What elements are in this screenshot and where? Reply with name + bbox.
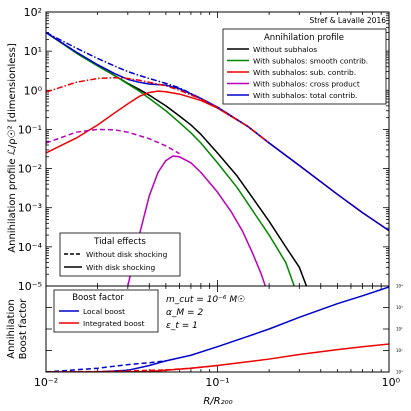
top-y-tick-label: 10¹: [24, 45, 42, 58]
param-epsilon: ε_t = 1: [166, 321, 198, 331]
bottom-y-tick-label: 10²: [396, 327, 403, 332]
boost-legend-local-label: Local boost: [83, 307, 125, 316]
top-y-tick-label: 10⁻⁵: [18, 280, 42, 293]
credit-text: Stref & Lavalle 2016: [309, 16, 386, 25]
top-series-1: [46, 31, 295, 286]
top-panel: 10⁻⁵ 10⁻⁴ 10⁻³ 10⁻² 10⁻¹ 10⁰ 10¹ 10² Stref & La…: [7, 6, 390, 293]
annihilation-legend-label: With subhalos: total contrib.: [253, 91, 357, 100]
top-y-tick-label: 10⁻²: [18, 163, 42, 176]
tidal-legend-title: Tidal effects: [93, 237, 146, 247]
param-alpha: α_M = 2: [166, 308, 203, 318]
annihilation-legend-label: With subhalos: smooth contrib.: [253, 57, 368, 66]
x-tick-label: 10⁰: [382, 376, 401, 389]
x-tick-label: 10⁻¹: [205, 376, 229, 389]
annihilation-legend-label: Without subhalos: [253, 45, 317, 54]
top-y-tick-label: 10²: [24, 6, 42, 19]
annihilation-legend-title: Annihilation profile: [264, 33, 344, 43]
bottom-y-axis-label-line2: Boost factor: [18, 298, 29, 360]
bottom-plot-frame: [45, 285, 390, 373]
top-series-3: [127, 155, 267, 286]
x-axis-label: R/R₂₀₀: [203, 396, 232, 407]
boost-legend: Boost factor Local boost Integrated boos…: [53, 289, 159, 333]
annihilation-legend-label: With subhalos: cross product: [253, 80, 360, 89]
annihilation-legend-box: [222, 28, 387, 105]
top-y-tick-label: 10⁻³: [18, 202, 42, 215]
boost-legend-title: Boost factor: [72, 293, 124, 303]
bottom-y-tick-label: 10⁴: [396, 284, 403, 289]
top-series-4: [46, 31, 389, 232]
top-series-6: [46, 76, 270, 144]
bottom-y-tick-label: 10³: [396, 305, 403, 310]
annihilation-legend: Annihilation profile Without subhalos Wit…: [222, 28, 387, 105]
bottom-y-axis-label-line1: Annihilation: [6, 299, 17, 358]
tidal-legend-solid-label: With disk shocking: [86, 263, 155, 272]
bottom-panel: 10⁰ 10¹ 10² 10³ 10⁴ Annihilation Boost facto…: [6, 284, 403, 408]
top-y-tick-label: 10⁰: [24, 84, 43, 97]
top-series-7: [46, 128, 180, 155]
bottom-series-2: [46, 360, 166, 372]
tidal-legend: Tidal effects Without disk shocking With…: [59, 232, 181, 277]
annihilation-legend-label: With subhalos: sub. contrib.: [253, 68, 356, 77]
top-y-tick-label: 10⁻¹: [18, 123, 42, 136]
top-y-axis-label: Annihilation profile ℒ/ρ☉² [dimensionles…: [7, 43, 18, 253]
boost-legend-integrated-label: Integrated boost: [83, 319, 145, 328]
tidal-legend-dashed-label: Without disk shocking: [86, 250, 168, 259]
x-tick-label: 10⁻²: [34, 376, 58, 389]
top-y-tick-label: 10⁻⁴: [18, 241, 43, 254]
bottom-y-tick-label: 10¹: [396, 348, 403, 353]
param-mcut: m_cut = 10⁻⁶ M☉: [166, 295, 245, 305]
bottom-y-tick-label: 10⁰: [396, 370, 403, 375]
